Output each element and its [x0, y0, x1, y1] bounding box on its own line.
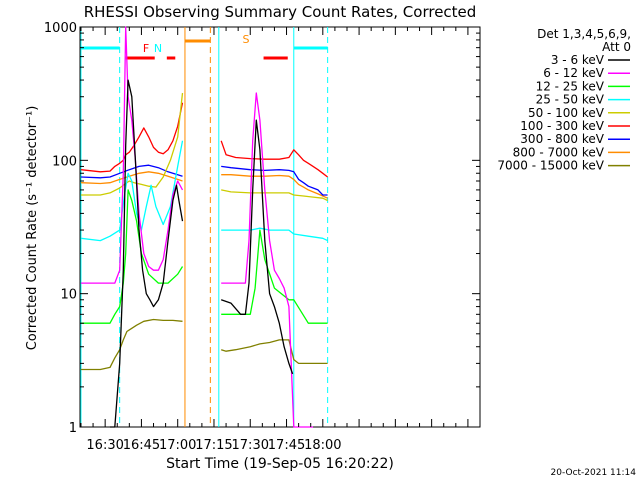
series-line-100-300-kev-0	[80, 102, 184, 173]
legend-label-2: 12 - 25 keV	[536, 79, 605, 93]
x-axis-label: Start Time (19-Sep-05 16:20:22)	[166, 456, 394, 472]
series-line-7000-15000-kev-1	[221, 339, 328, 365]
night-flag-label: N	[154, 42, 162, 55]
series-line-50-100-kev-0	[81, 92, 184, 196]
series-line-12-25-kev-1	[221, 229, 328, 324]
y-axis-label: Corrected Count Rate (s⁻¹ detector⁻¹)	[25, 106, 40, 351]
series-lines	[80, 26, 328, 428]
x-tick-label-0: 16:30	[86, 438, 123, 453]
x-tick-label-4: 17:30	[232, 438, 269, 453]
generation-timestamp: 20-Oct-2021 11:14	[551, 468, 637, 478]
saa-flag-label: S	[243, 33, 250, 46]
flag-bars	[80, 39, 328, 60]
legend-label-6: 300 - 800 keV	[520, 132, 604, 146]
x-tick-label-5: 17:45	[268, 438, 305, 453]
chart-title: RHESSI Observing Summary Count Rates, Co…	[84, 3, 477, 21]
y-tick-label-3: 1000	[44, 21, 77, 36]
legend-header-line2: Att 0	[602, 40, 631, 54]
legend-label-7: 800 - 7000 keV	[513, 145, 605, 159]
series-line-7000-15000-kev-0	[81, 318, 183, 371]
series-line-300-800-kev-1	[221, 165, 328, 196]
x-tick-label-2: 17:00	[159, 438, 196, 453]
legend-label-5: 100 - 300 keV	[520, 119, 604, 133]
x-tick-label-6: 18:00	[304, 438, 341, 453]
legend-label-4: 50 - 100 keV	[528, 106, 605, 120]
legend-label-0: 3 - 6 keV	[551, 53, 605, 67]
series-line-300-800-kev-0	[80, 164, 183, 179]
x-tick-label-1: 16:45	[123, 438, 160, 453]
legend-label-1: 6 - 12 keV	[543, 66, 605, 80]
series-line-800-7000-kev-0	[80, 171, 183, 185]
y-tick-label-0: 1	[69, 421, 77, 436]
series-line-50-100-kev-1	[221, 189, 328, 202]
y-tick-label-2: 100	[52, 154, 77, 169]
plot-frame	[79, 26, 481, 428]
series-line-12-25-kev-0	[81, 189, 184, 324]
series-line-3-6-kev-1	[220, 119, 294, 375]
series-line-25-50-kev-0	[80, 140, 184, 242]
series-line-800-7000-kev-1	[221, 174, 328, 199]
legend-label-8: 7000 - 15000 keV	[497, 159, 604, 173]
series-line-100-300-kev-1	[220, 140, 328, 178]
flare-flag-label: F	[143, 42, 149, 55]
x-tick-label-3: 17:15	[195, 438, 232, 453]
series-line-25-50-kev-1	[221, 227, 328, 242]
legend-header-line1: Det 1,3,4,5,6,9,	[537, 27, 631, 41]
series-line-3-6-kev-0	[110, 79, 184, 428]
legend-label-3: 25 - 50 keV	[536, 93, 605, 107]
y-tick-label-1: 10	[60, 288, 77, 303]
y-axis: 1 10 100 1000	[44, 21, 480, 436]
